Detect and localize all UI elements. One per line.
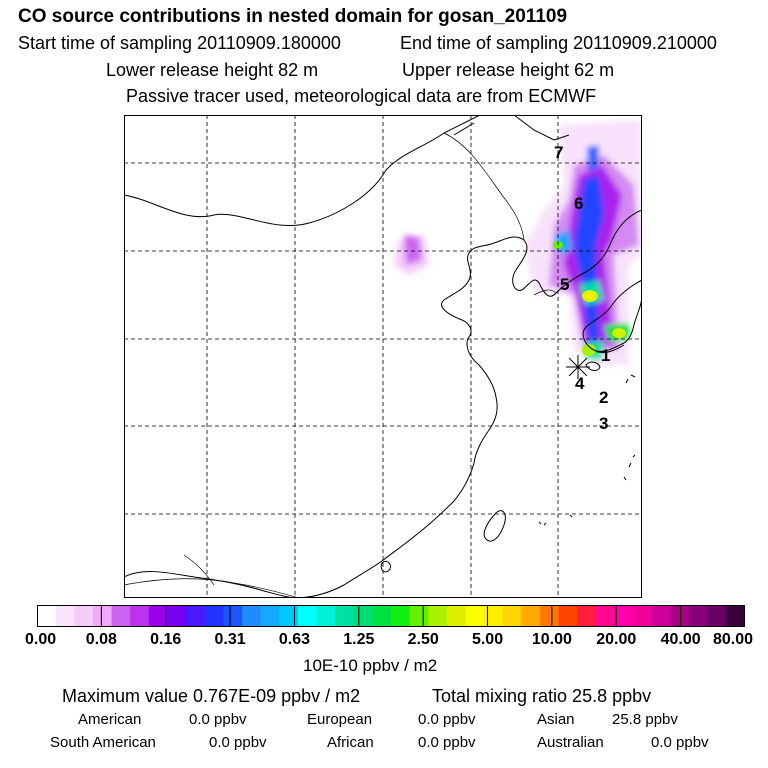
region-value-asian: 25.8 ppbv [612, 711, 678, 728]
map-point-label-7: 7 [554, 143, 563, 162]
colorbar-swatch [391, 605, 411, 627]
colorbar-tick-label: 10.00 [531, 631, 572, 648]
region-name-american: American [78, 711, 142, 728]
map-point-label-1: 1 [601, 346, 610, 365]
colorbar-swatch [279, 605, 299, 627]
colorbar-swatch [74, 605, 94, 627]
colorbar-swatch [37, 605, 57, 627]
region-name-african: African [327, 734, 374, 751]
colorbar-swatch [353, 605, 373, 627]
colorbar-swatch [428, 605, 448, 627]
colorbar-units: 10E-10 ppbv / m2 [303, 656, 438, 675]
end-time-label: End time of sampling 20110909.210000 [400, 33, 717, 53]
map-point-label-3: 3 [599, 414, 608, 433]
colorbar-tick-label: 5.00 [471, 631, 504, 648]
colorbar-swatch [577, 605, 597, 627]
colorbar-swatch [335, 605, 355, 627]
region-value-south-american: 0.0 ppbv [209, 734, 267, 751]
colorbar-tick-label: 0.00 [25, 631, 57, 648]
colorbar-swatch [186, 605, 206, 627]
total-mixing-ratio-label: Total mixing ratio 25.8 ppbv [432, 686, 652, 706]
colorbar-swatch [241, 605, 262, 627]
page-title: CO source contributions in nested domain… [18, 6, 568, 27]
colorbar-swatch [446, 605, 467, 627]
colorbar-swatch [260, 605, 280, 627]
map-point-label-6: 6 [574, 194, 583, 213]
colorbar-swatch [614, 605, 634, 627]
colorbar-swatch [111, 605, 131, 627]
colorbar-frame [37, 605, 745, 627]
colorbar-tick-label: 2.50 [407, 631, 439, 648]
colorbar-swatch [55, 605, 75, 627]
colorbar-swatch [502, 605, 523, 627]
colorbar-swatch [484, 605, 504, 627]
colorbar-swatch [148, 605, 169, 627]
colorbar-swatch [726, 605, 745, 627]
region-name-asian: Asian [537, 711, 575, 728]
colorbar-swatch [651, 605, 672, 627]
region-value-european: 0.0 ppbv [418, 711, 476, 728]
colorbar-tick-label: 0.16 [150, 631, 182, 648]
colorbar-swatch [540, 605, 560, 627]
region-name-south-american: South American [50, 734, 156, 751]
region-value-australian: 0.0 ppbv [651, 734, 709, 751]
colorbar-swatch [297, 605, 318, 627]
colorbar-swatch [316, 605, 336, 627]
region-name-australian: Australian [537, 734, 604, 751]
colorbar-swatch [372, 605, 392, 627]
colorbar-swatch [130, 605, 150, 627]
colorbar-tick-label: 0.31 [214, 631, 246, 648]
colorbar-tick-label: 1.25 [343, 631, 375, 648]
colorbar-swatch [204, 605, 224, 627]
map-point-label-5: 5 [560, 275, 569, 294]
colorbar-swatch [223, 605, 243, 627]
map-panel: 7 6 5 1 4 2 3 [124, 115, 642, 598]
map-gridlines [124, 115, 642, 598]
colorbar-tick-label: 0.63 [278, 631, 311, 648]
colorbar-swatch [670, 605, 690, 627]
colorbar-swatch [633, 605, 653, 627]
colorbar-tick-label: 20.00 [596, 631, 637, 648]
colorbar-tick-label: 40.00 [660, 631, 701, 648]
concentration-plume [394, 120, 642, 365]
colorbar-swatch [689, 605, 709, 627]
colorbar-swatch [558, 605, 578, 627]
region-value-african: 0.0 ppbv [418, 734, 476, 751]
concentration-hotspots [553, 241, 626, 356]
colorbar-swatch [521, 605, 541, 627]
map-point-label-2: 2 [599, 388, 608, 407]
lower-release-height-label: Lower release height 82 m [106, 60, 319, 80]
upper-release-height-label: Upper release height 62 m [402, 60, 615, 80]
colorbar-swatch [92, 605, 113, 627]
colorbar-swatch [707, 605, 727, 627]
map-point-label-4: 4 [575, 374, 585, 393]
region-name-european: European [307, 711, 373, 728]
colorbar-tick-label: 80.00 [712, 631, 754, 648]
colorbar-swatch [465, 605, 485, 627]
start-time-label: Start time of sampling 20110909.180000 [18, 33, 341, 53]
political-borders [124, 132, 557, 598]
coastlines [124, 115, 642, 598]
receptor-asterisk-icon [566, 355, 590, 379]
colorbar [37, 605, 745, 627]
tracer-note: Passive tracer used, meteorological data… [126, 86, 597, 106]
colorbar-swatch [595, 605, 616, 627]
region-value-american: 0.0 ppbv [189, 711, 247, 728]
colorbar-tick-label: 0.08 [85, 631, 117, 648]
max-value-label: Maximum value 0.767E-09 ppbv / m2 [62, 686, 361, 706]
colorbar-swatch [409, 605, 429, 627]
colorbar-swatch [167, 605, 187, 627]
